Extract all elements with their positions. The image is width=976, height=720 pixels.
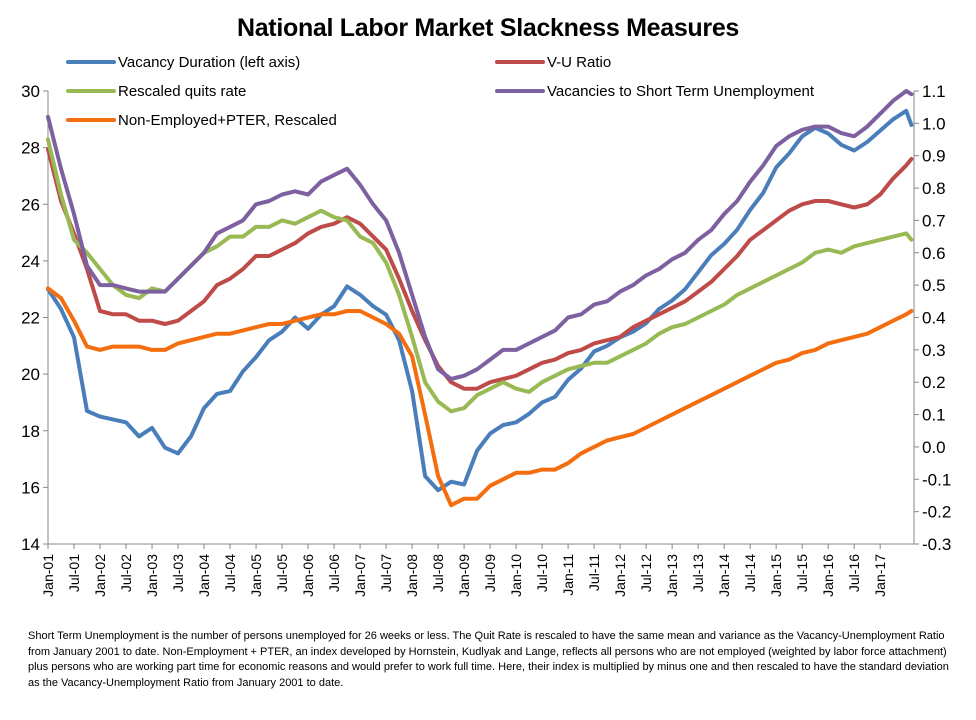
right-tick-label: 1.1 (922, 82, 946, 101)
right-tick-label: 1.0 (922, 114, 946, 133)
legend-label: Non-Employed+PTER, Rescaled (118, 112, 337, 129)
x-tick-label: Jul-04 (222, 554, 238, 592)
x-tick-label: Jan-02 (92, 554, 108, 597)
series-line-1 (46, 108, 914, 493)
right-tick-label: 0.1 (922, 406, 946, 425)
footnote: Short Term Unemployment is the number of… (28, 630, 949, 689)
x-tick-label: Jan-15 (768, 554, 784, 597)
right-tick-label: 0.8 (922, 179, 946, 198)
left-tick-label: 14 (21, 535, 40, 554)
x-tick-label: Jul-16 (846, 554, 862, 592)
left-tick-label: 28 (21, 139, 40, 158)
x-tick-label: Jul-08 (430, 554, 446, 592)
right-tick-label: 0.6 (922, 244, 946, 263)
x-tick-label: Jul-07 (378, 554, 394, 592)
right-tick-label: -0.3 (922, 535, 951, 554)
x-tick-label: Jan-10 (508, 554, 524, 597)
right-tick-label: 0.9 (922, 147, 946, 166)
x-tick-label: Jul-11 (586, 554, 602, 591)
x-tick-label: Jan-05 (248, 554, 264, 597)
x-tick-label: Jan-03 (144, 554, 160, 597)
chart-svg: 14 16 18 20 22 24 26 28 30 -0.3 -0.2 -0.1 0.0 0.1 0.2 0… (21, 54, 951, 597)
x-tick-label: Jan-01 (40, 554, 56, 597)
x-tick-label: Jul-01 (66, 554, 82, 592)
x-tick-label: Jan-16 (820, 554, 836, 597)
x-tick-label: Jul-02 (118, 554, 134, 592)
legend-label: Rescaled quits rate (118, 83, 246, 100)
x-tick-label: Jul-14 (742, 554, 758, 592)
x-tick-label: Jan-11 (560, 554, 576, 596)
x-tick-label: Jul-05 (274, 554, 290, 592)
x-tick-label: Jul-09 (482, 554, 498, 592)
chart-title: National Labor Market Slackness Measures (236, 14, 740, 42)
left-tick-label: 22 (21, 309, 40, 328)
left-tick-label: 30 (21, 82, 40, 101)
x-tick-label: Jan-09 (456, 554, 472, 597)
x-tick-label: Jul-06 (326, 554, 342, 592)
right-tick-label: 0.5 (922, 276, 946, 295)
x-tick-label: Jan-07 (352, 554, 368, 597)
left-tick-label: 26 (21, 195, 40, 214)
legend-label: V-U Ratio (547, 54, 611, 71)
legend-label: Vacancy Duration (left axis) (118, 54, 300, 71)
legend-label: Vacancies to Short Term Unemployment (547, 83, 815, 100)
right-tick-label: 0.7 (922, 211, 946, 230)
x-tick-label: Jul-15 (794, 554, 810, 592)
left-tick-label: 24 (21, 252, 40, 271)
series-line-4 (46, 89, 914, 381)
right-tick-label: -0.2 (922, 503, 951, 522)
left-tick-label: 16 (21, 478, 40, 497)
right-tick-label: 0.2 (922, 373, 946, 392)
series-line-2 (46, 147, 914, 391)
x-tick-label: Jan-08 (404, 554, 420, 597)
x-tick-label: Jan-04 (196, 554, 212, 597)
x-tick-label: Jan-14 (716, 554, 732, 597)
x-tick-label: Jan-13 (664, 554, 680, 597)
left-tick-label: 20 (21, 365, 40, 384)
series-line-3 (46, 137, 914, 414)
x-tick-label: Jul-03 (170, 554, 186, 592)
left-tick-label: 18 (21, 422, 40, 441)
x-tick-label: Jan-06 (300, 554, 316, 597)
series-line-5 (46, 286, 914, 508)
right-tick-label: -0.1 (922, 470, 951, 489)
x-tick-label: Jan-12 (612, 554, 628, 597)
x-tick-label: Jul-12 (638, 554, 654, 592)
x-tick-label: Jan-17 (872, 554, 888, 597)
right-tick-label: 0.0 (922, 438, 946, 457)
right-tick-label: 0.4 (922, 309, 946, 328)
x-tick-label: Jul-13 (690, 554, 706, 592)
x-tick-label: Jul-10 (534, 554, 550, 592)
right-tick-label: 0.3 (922, 341, 946, 360)
